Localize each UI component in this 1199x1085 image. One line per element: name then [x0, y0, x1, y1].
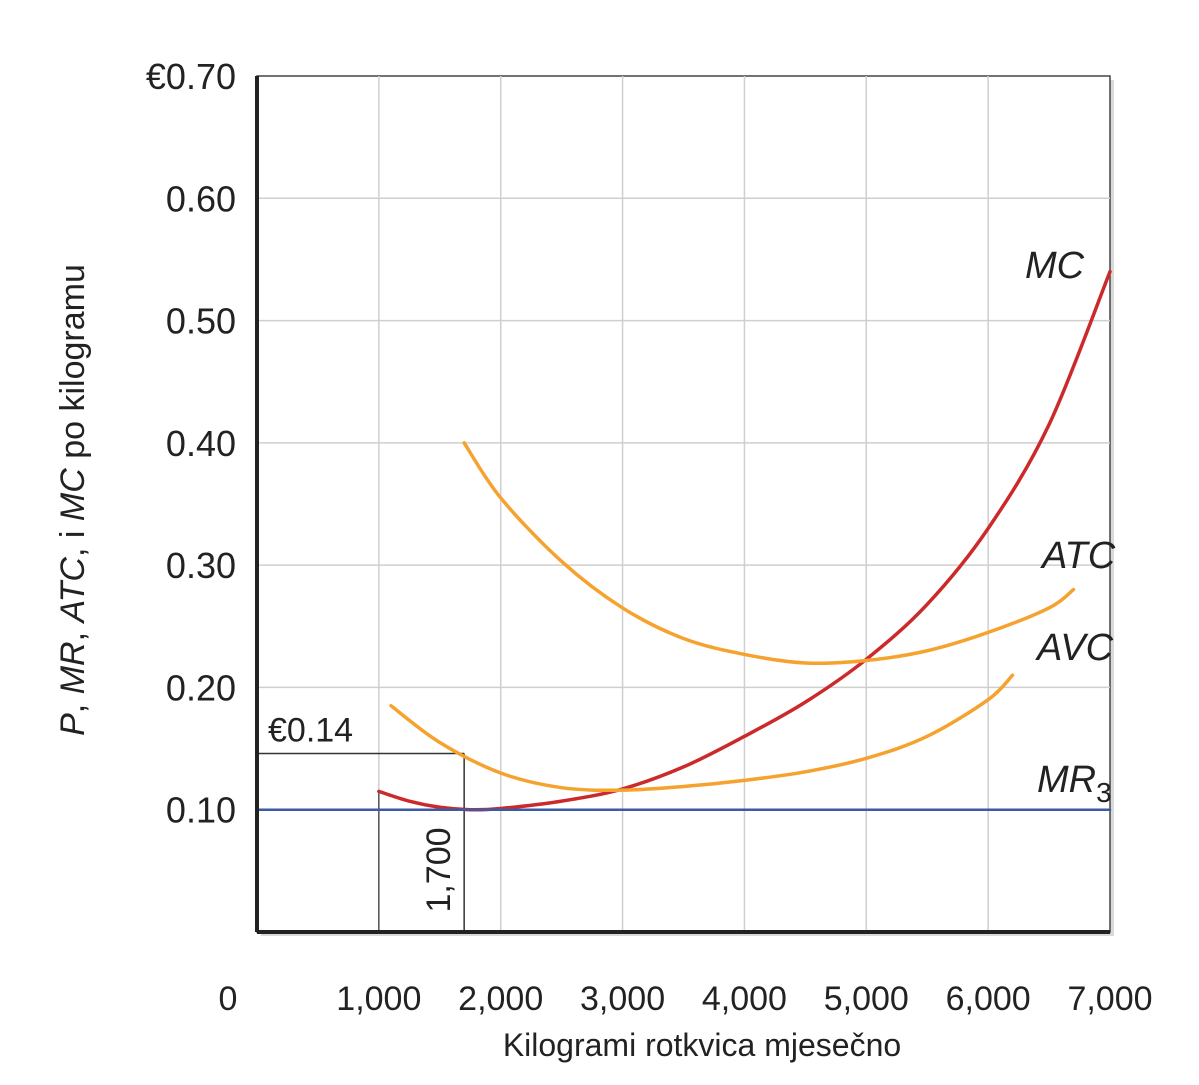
grid: [256, 75, 1114, 936]
axes: [255, 76, 1110, 934]
y-axis-label-part: P: [54, 713, 92, 736]
y-axis-label-part: , i: [54, 521, 92, 557]
y-tick-label: 0.20: [166, 667, 236, 708]
y-tick-label: 0.40: [166, 423, 236, 464]
y-tick-label: 0.10: [166, 790, 236, 831]
x-tick-label: 2,000: [458, 980, 543, 1018]
x-tick-label: 3,000: [580, 980, 665, 1018]
y-tick-label: 0.60: [166, 178, 236, 219]
x-axis-label: Kilogrami rotkvica mjesečno: [503, 1027, 901, 1063]
y-tick-label: 0.30: [166, 545, 236, 586]
y-axis-label: P, MR, ATC, i MC po kilogramu: [54, 264, 92, 736]
x-tick-label: 7,000: [1067, 980, 1152, 1018]
y-tick-label: 0.50: [166, 301, 236, 342]
annotation-price-label: €0.14: [268, 711, 353, 749]
plot-area: [256, 75, 1111, 933]
series-line-avc: [389, 673, 1015, 793]
series-label-mc: MC: [1025, 245, 1085, 287]
y-tick-label: €0.70: [146, 56, 236, 97]
y-axis-label-part: ,: [54, 623, 92, 642]
series-label-atc: ATC: [1040, 535, 1116, 577]
y-axis-label-part: MC: [54, 468, 92, 521]
series-label-subscript: 3: [1096, 777, 1112, 808]
series-label-avc: AVC: [1035, 627, 1114, 669]
y-axis-label-part: ATC: [54, 557, 92, 625]
x-tick-label: 5,000: [824, 980, 909, 1018]
x-tick-label: 6,000: [946, 980, 1031, 1018]
x-tick-label: 1,000: [336, 980, 421, 1018]
series: [255, 269, 1112, 812]
y-axis-label-part: ,: [54, 694, 92, 713]
x-tick-label: 0: [219, 980, 238, 1018]
labels: MC ATC AVC MR 3 €0.70 0.60 0.50 0.40 0.30 0.20 0.10…: [54, 56, 1153, 1063]
x-tick-label: 4,000: [702, 980, 787, 1018]
series-line-atc: [462, 441, 1076, 666]
guides: [257, 752, 465, 932]
annotation-quantity-label: 1,700: [420, 827, 458, 912]
y-axis-label-part: MR: [54, 641, 92, 694]
y-axis-label-part: po kilogramu: [54, 264, 92, 468]
